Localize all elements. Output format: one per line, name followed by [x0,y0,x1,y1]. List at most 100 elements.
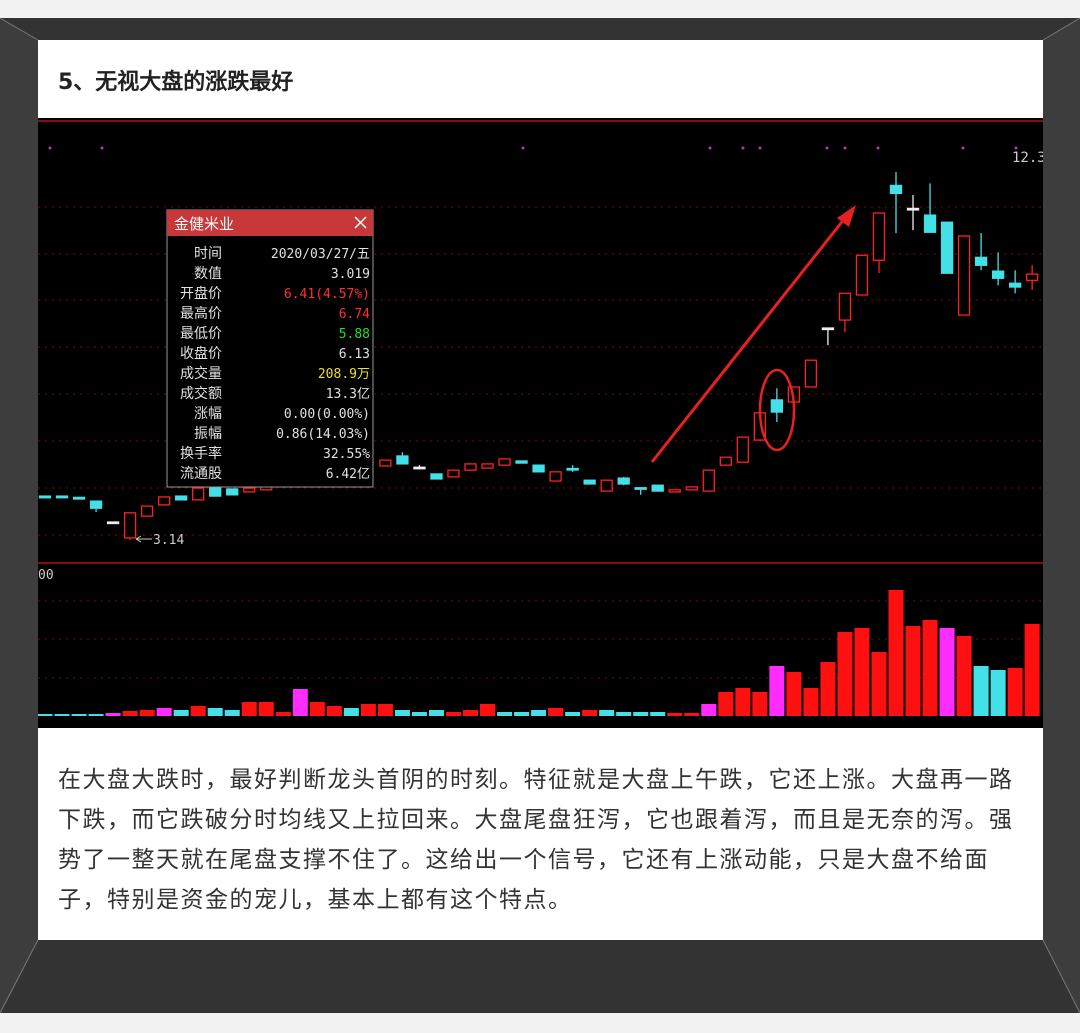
info-value: 0.86(14.03%) [276,427,370,442]
info-value: 32.55% [323,447,370,462]
candle-body [719,456,732,466]
title: 5、无视大盘的涨跌最好 [58,70,294,95]
info-value: 6.13 [339,347,370,362]
volume-bar [190,706,206,716]
info-value: 13.3亿 [326,387,370,402]
volume-bar [531,710,547,716]
candle-body [243,487,256,493]
candle-body [226,488,239,496]
volume-bar [650,712,666,716]
volume-bar [820,662,836,716]
candle-body [600,479,613,492]
dot [708,146,712,150]
volume-bar [922,620,938,716]
candle-body [123,512,137,539]
volume-bar [786,672,802,716]
volume-bar [360,704,376,716]
candle-body [515,460,528,464]
volume-bar [701,704,717,716]
stock-chart: 12.3 3.14 00 金健米业 时间 2020/03/27/五数值 3.019 开… [38,118,1043,728]
volume-bar [735,688,751,716]
volume-bar [633,712,649,716]
volume-bar [548,708,564,716]
info-label: 收盘价 [180,345,222,362]
candle-body [209,487,222,497]
volume-bar [445,712,461,716]
volume-bar [275,712,291,716]
volume-bar [599,710,615,716]
volume-bar [480,704,496,716]
volume-bar [905,626,921,716]
volume-bar [258,702,274,716]
close-icon[interactable] [354,216,367,229]
candle-body [991,270,1005,279]
volume-bar [718,692,734,716]
dot [521,146,525,150]
volumes [38,590,1040,716]
info-label: 最低价 [180,326,222,342]
bevel-edge [1042,17,1080,41]
candle-body [821,327,835,331]
candle-body [889,184,903,195]
info-title: 金健米业 [174,215,234,233]
volume-bar [377,704,393,716]
candle-body [617,477,630,485]
volume-bar [1024,624,1040,716]
candle-body [634,487,647,490]
volume-bar [394,710,410,716]
info-value: 3.019 [331,267,370,282]
candle-body [770,399,784,413]
volume-bar [803,688,819,716]
candle-body [55,495,69,499]
candle-body [413,466,426,470]
info-label: 时间 [194,246,222,262]
low-label: 3.14 [153,533,184,548]
volume-bar [1007,668,1023,716]
bevel [0,18,38,1013]
dot [100,146,104,150]
candle-body [379,459,392,467]
volume-bar [309,702,325,716]
volume-bar [616,712,632,716]
info-label: 最高价 [180,305,222,322]
candle-body [481,463,494,469]
candle-body [192,487,205,501]
volume-bar [752,692,768,716]
bevel [1043,18,1080,1013]
bevel-edge [0,939,39,1014]
info-value: 6.41(4.57%) [284,287,370,302]
signal-dots [48,146,1018,150]
candle-body [923,214,937,233]
high-label: 12.3 [1012,150,1043,166]
candle-body [855,254,869,296]
info-value: 5.88 [339,327,370,342]
volume-bar [241,702,257,716]
dot [876,146,880,150]
candle-body [872,212,886,261]
volume-bar [207,708,223,716]
info-value: 208.9万 [318,367,370,382]
candle-body [89,500,103,509]
info-label: 开盘价 [180,285,222,302]
candle-body [106,521,120,525]
volume-bar [514,712,530,716]
dot [1014,146,1018,150]
volume-bar [854,628,870,716]
volume-bar [54,714,70,716]
info-titlebar [167,210,373,236]
volume-bar [139,710,155,716]
volume-bar [990,670,1006,716]
candle-body [72,496,86,500]
trend-arrow [650,217,847,463]
info-label: 流通股 [180,466,222,482]
info-value: 6.74 [339,307,370,322]
candle-body [685,486,698,491]
dot [48,146,52,150]
candle-body [38,495,52,499]
candle-body [430,473,443,480]
volume-bar [582,710,598,716]
bevel-edge [0,17,39,41]
candle-body [396,455,409,465]
candle-body [140,505,154,517]
candle-body [1008,282,1022,288]
